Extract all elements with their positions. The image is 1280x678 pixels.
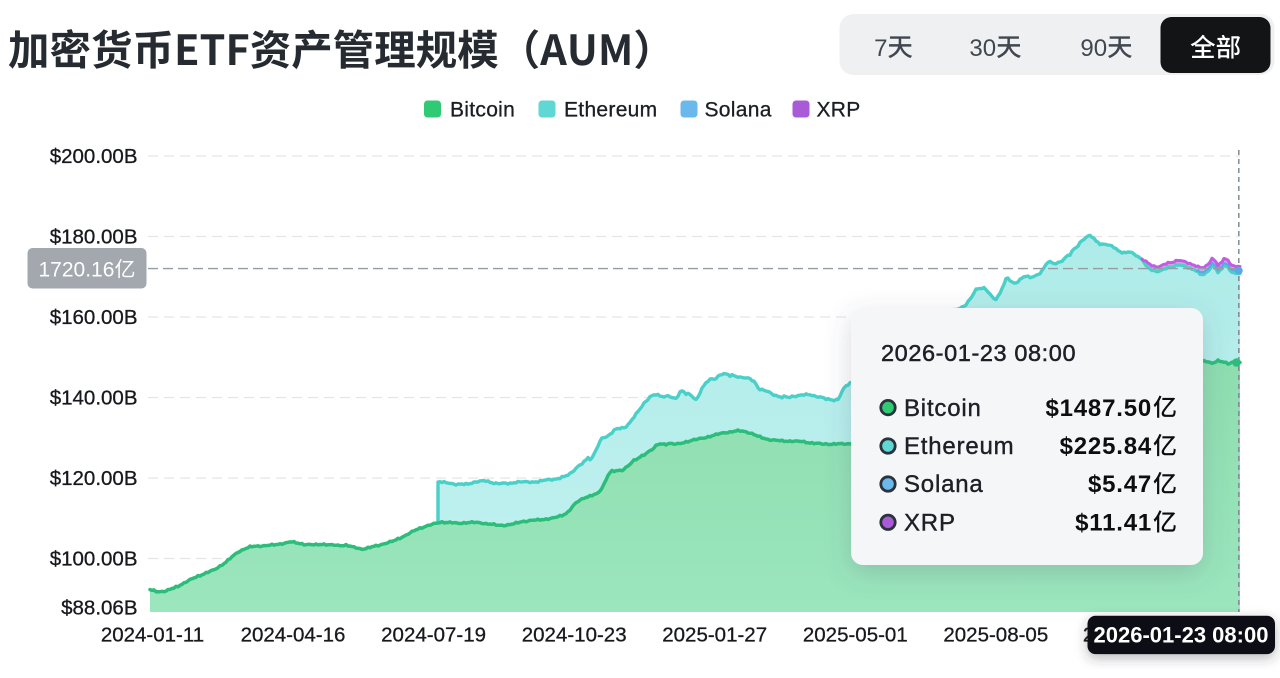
svg-text:30: 30 — [969, 35, 996, 62]
svg-text:2024-07-19: 2024-07-19 — [381, 624, 486, 647]
svg-text:Bitcoin: Bitcoin — [904, 395, 982, 422]
svg-text:$88.06B: $88.06B — [61, 597, 137, 620]
svg-text:$160.00B: $160.00B — [50, 306, 138, 329]
svg-text:XRP: XRP — [904, 510, 956, 537]
svg-text:$5.47: $5.47 — [1088, 471, 1152, 498]
svg-text:XRP: XRP — [817, 99, 861, 122]
svg-text:2024-01-11: 2024-01-11 — [101, 624, 204, 647]
svg-text:7: 7 — [874, 35, 887, 62]
svg-text:$225.84: $225.84 — [1060, 433, 1152, 460]
svg-text:2025-08-05: 2025-08-05 — [943, 624, 1048, 647]
svg-text:2024-04-16: 2024-04-16 — [241, 624, 346, 647]
svg-text:$180.00B: $180.00B — [50, 226, 138, 249]
svg-text:$100.00B: $100.00B — [50, 548, 138, 571]
svg-text:$11.41: $11.41 — [1075, 510, 1152, 537]
svg-text:Ethereum: Ethereum — [564, 99, 657, 122]
svg-text:Solana: Solana — [705, 99, 772, 122]
svg-text:Ethereum: Ethereum — [904, 433, 1014, 460]
svg-text:$140.00B: $140.00B — [50, 387, 138, 410]
svg-text:90: 90 — [1080, 35, 1107, 62]
svg-text:2025-01-27: 2025-01-27 — [662, 624, 767, 647]
svg-text:$200.00B: $200.00B — [50, 145, 138, 168]
svg-text:2024-10-23: 2024-10-23 — [522, 624, 627, 647]
svg-text:2026-01-23 08:00: 2026-01-23 08:00 — [881, 340, 1076, 366]
svg-text:2025-05-01: 2025-05-01 — [803, 624, 908, 647]
svg-text:$120.00B: $120.00B — [50, 467, 138, 490]
svg-text:1720.16: 1720.16 — [39, 259, 115, 282]
svg-text:$1487.50: $1487.50 — [1045, 395, 1152, 422]
svg-text:Bitcoin: Bitcoin — [450, 99, 515, 122]
svg-text:Solana: Solana — [904, 471, 984, 498]
svg-text:2026-01-23 08:00: 2026-01-23 08:00 — [1094, 622, 1269, 647]
